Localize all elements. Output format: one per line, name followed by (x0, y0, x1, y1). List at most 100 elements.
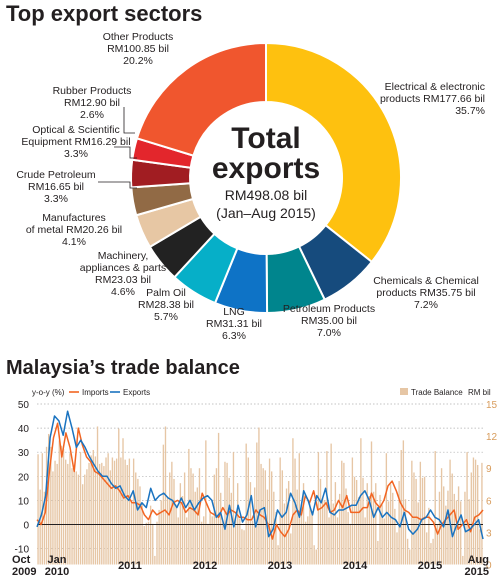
label-other-line: RM100.85 bil (107, 43, 169, 55)
trade-bar (406, 538, 409, 565)
trade-bar (160, 500, 162, 565)
trade-bar (300, 504, 303, 565)
trade-bar (166, 498, 169, 565)
legend-exports-label: Exports (123, 388, 150, 397)
trade-bar (417, 502, 419, 565)
trade-bar (98, 463, 101, 565)
label-chemicals-line: products RM35.75 bil (376, 287, 475, 299)
trade-bar (419, 461, 422, 565)
trade-bar (179, 483, 182, 565)
trade-bar (239, 518, 241, 565)
trade-bar (355, 479, 358, 565)
trade-bar (287, 481, 290, 565)
donut-leader-lines (98, 107, 137, 189)
y-left-tick: 40 (18, 424, 30, 435)
trade-bar (319, 478, 322, 565)
trade-bar (466, 452, 468, 565)
trade-bar (56, 463, 58, 565)
label-optical-line: Equipment RM16.29 bil (21, 136, 130, 148)
donut-center-amount: RM498.08 bil (225, 187, 308, 203)
trade-bar (145, 522, 148, 565)
trade-bar (260, 463, 262, 565)
trade-bar (251, 520, 254, 565)
trade-bar (353, 476, 356, 565)
legend-imports-label: Imports (82, 388, 109, 397)
trade-bar (313, 545, 315, 565)
trade-bar (135, 472, 137, 565)
trade-bar (203, 516, 205, 565)
trade-bar (188, 448, 190, 565)
trade-bar (343, 462, 345, 565)
y-left-tick: -10 (15, 545, 30, 556)
trade-bar (364, 517, 366, 565)
trade-bar (379, 494, 381, 565)
trade-bar (290, 533, 292, 565)
trade-bar (400, 450, 402, 565)
label-machinery-line: Machinery, (98, 250, 149, 262)
trade-bar (283, 503, 286, 565)
x-tick-label-line: Oct (12, 554, 31, 566)
trade-bar (92, 450, 94, 565)
donut-slice-electrical (265, 41, 402, 264)
trade-bar (154, 555, 156, 565)
trade-bar (409, 549, 411, 565)
trade-bar (232, 452, 235, 565)
trade-bar (130, 500, 133, 565)
trade-bar (434, 451, 436, 565)
trade-bar (183, 472, 186, 565)
trade-bar (132, 458, 135, 565)
trade-bar (228, 477, 230, 565)
trade-bar (275, 512, 277, 565)
label-machinery-line: 4.6% (111, 286, 135, 298)
x-tick-label-line: 2010 (45, 566, 69, 578)
y-right-tick: 9 (486, 464, 492, 475)
trade-bar (254, 487, 256, 565)
trade-bar (292, 438, 294, 565)
label-other-line: Other Products (103, 31, 174, 43)
x-tick-label-line: 2012 (193, 560, 217, 572)
trade-bar (296, 489, 298, 565)
x-tick-label: Oct 2009 (12, 554, 36, 578)
trade-bar (387, 501, 390, 565)
trade-bar (48, 433, 50, 565)
trade-bar (358, 497, 360, 565)
trade-bar (181, 496, 184, 565)
trade-bar (234, 519, 237, 565)
trade-bar (383, 518, 385, 565)
trade-bar (423, 476, 426, 565)
trade-bar (413, 472, 415, 565)
x-tick-label: Jan 2010 (45, 554, 69, 578)
trade-bar (279, 457, 281, 565)
trade-title: Malaysia’s trade balance (6, 357, 240, 379)
trade-bar (304, 521, 307, 565)
label-petroleum-line: Petroleum Products (283, 303, 375, 315)
trade-gridlines (37, 403, 483, 549)
trade-bar (75, 471, 77, 565)
donut-center-exports: exports (212, 152, 320, 185)
trade-bar (302, 483, 305, 565)
trade-bar (330, 443, 332, 565)
trade-bar (307, 516, 309, 565)
trade-bar (162, 444, 165, 565)
trade-bar (426, 532, 428, 565)
label-crude: Crude Petroleum RM16.65 bil 3.3% (16, 169, 96, 205)
trade-bar (345, 488, 347, 565)
x-tick-label-line: 2013 (268, 560, 292, 572)
trade-bar (118, 428, 120, 565)
trade-bar (457, 486, 460, 565)
label-electrical-line: Electrical & electronic (385, 81, 485, 93)
label-lng-line: 6.3% (222, 330, 246, 342)
trade-bar (54, 460, 56, 565)
y-left-tick: 30 (18, 448, 30, 459)
trade-bar (334, 482, 337, 565)
trade-bar (77, 474, 80, 565)
trade-bar (211, 516, 213, 565)
trade-bar (468, 499, 470, 565)
trade-bar (445, 505, 447, 565)
trade-bar (277, 545, 279, 565)
trade-bar (271, 471, 273, 565)
leader-line (114, 146, 137, 159)
imports-line (36, 422, 484, 540)
trade-bar (73, 466, 75, 565)
label-electrical: Electrical & electronic products RM177.66… (380, 81, 485, 117)
